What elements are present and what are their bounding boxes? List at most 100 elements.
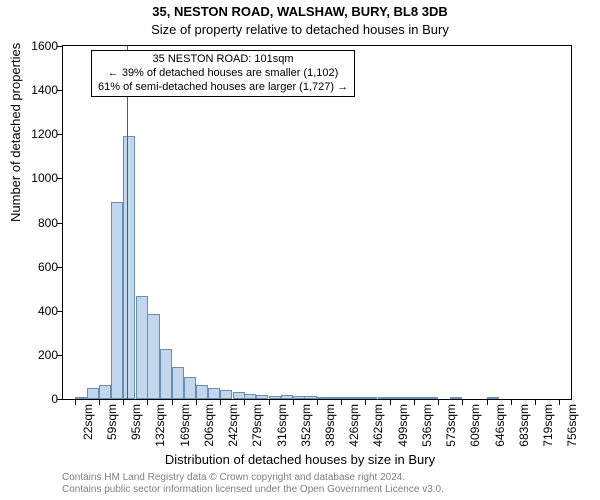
y-tick-label: 200 <box>8 348 58 362</box>
x-tick-label: 499sqm <box>396 404 410 454</box>
x-tick-label: 536sqm <box>420 404 434 454</box>
x-tick <box>535 400 536 405</box>
plot-area: 35 NESTON ROAD: 101sqm ← 39% of detached… <box>62 45 572 400</box>
x-tick-label: 22sqm <box>81 404 95 454</box>
histogram-bar <box>160 349 172 399</box>
histogram-bar <box>184 377 196 399</box>
y-tick-label: 1200 <box>8 127 58 141</box>
x-tick <box>511 400 512 405</box>
histogram-bar <box>99 385 111 399</box>
histogram-bar <box>147 314 159 399</box>
x-tick <box>293 400 294 405</box>
histogram-bar <box>304 396 316 399</box>
x-tick <box>172 400 173 405</box>
y-tick <box>57 311 62 312</box>
x-tick <box>123 400 124 405</box>
histogram-bar <box>256 395 268 399</box>
y-tick-label: 1600 <box>8 39 58 53</box>
histogram-bar <box>87 388 99 399</box>
x-tick-label: 95sqm <box>129 404 143 454</box>
annotation-line2: ← 39% of detached houses are smaller (1,… <box>98 67 348 81</box>
subject-marker-line <box>127 46 128 399</box>
x-tick <box>487 400 488 405</box>
histogram-bar <box>196 385 208 399</box>
histogram-bar <box>269 396 281 399</box>
y-tick <box>57 267 62 268</box>
x-tick <box>365 400 366 405</box>
y-tick <box>57 134 62 135</box>
x-tick-label: 59sqm <box>105 404 119 454</box>
x-tick-label: 169sqm <box>178 404 192 454</box>
y-tick <box>57 90 62 91</box>
x-tick <box>244 400 245 405</box>
x-tick-label: 352sqm <box>299 404 313 454</box>
histogram-bar <box>353 397 365 399</box>
histogram-bar <box>208 388 220 399</box>
chart-title-sub: Size of property relative to detached ho… <box>0 22 600 37</box>
y-tick <box>57 46 62 47</box>
x-tick <box>75 400 76 405</box>
x-tick-label: 719sqm <box>541 404 555 454</box>
histogram-bar <box>426 397 438 399</box>
histogram-bar <box>365 397 377 399</box>
x-tick-label: 132sqm <box>153 404 167 454</box>
y-tick <box>57 399 62 400</box>
x-tick-label: 756sqm <box>565 404 579 454</box>
y-tick-label: 400 <box>8 304 58 318</box>
y-tick-label: 800 <box>8 216 58 230</box>
x-tick <box>99 400 100 405</box>
x-tick-label: 242sqm <box>226 404 240 454</box>
x-tick <box>341 400 342 405</box>
footer-line1: Contains HM Land Registry data © Crown c… <box>62 472 405 483</box>
x-tick-label: 206sqm <box>202 404 216 454</box>
x-tick <box>269 400 270 405</box>
x-tick-label: 609sqm <box>468 404 482 454</box>
y-tick <box>57 178 62 179</box>
histogram-bar <box>172 367 184 399</box>
histogram-bar <box>111 202 123 399</box>
x-tick-label: 462sqm <box>371 404 385 454</box>
histogram-bar <box>450 397 462 399</box>
x-tick-label: 389sqm <box>323 404 337 454</box>
x-tick <box>196 400 197 405</box>
annotation-line1: 35 NESTON ROAD: 101sqm <box>98 53 348 67</box>
histogram-bar <box>414 397 426 399</box>
histogram-bar <box>281 395 293 399</box>
x-tick-label: 683sqm <box>517 404 531 454</box>
histogram-bar <box>487 397 499 399</box>
x-tick-label: 316sqm <box>275 404 289 454</box>
x-tick-label: 279sqm <box>250 404 264 454</box>
chart-title-main: 35, NESTON ROAD, WALSHAW, BURY, BL8 3DB <box>0 4 600 19</box>
y-tick-label: 1000 <box>8 171 58 185</box>
x-axis-label: Distribution of detached houses by size … <box>0 452 600 467</box>
x-tick-label: 573sqm <box>444 404 458 454</box>
annotation-line3: 61% of semi-detached houses are larger (… <box>98 81 348 95</box>
histogram-bar <box>136 296 148 399</box>
x-tick <box>414 400 415 405</box>
histogram-bar <box>341 397 353 399</box>
histogram-bar <box>390 397 402 399</box>
footer-line2: Contains public sector information licen… <box>62 484 444 495</box>
x-tick <box>220 400 221 405</box>
x-tick <box>559 400 560 405</box>
histogram-bar <box>293 396 305 399</box>
property-size-chart: 35, NESTON ROAD, WALSHAW, BURY, BL8 3DB … <box>0 0 600 500</box>
x-tick <box>462 400 463 405</box>
histogram-bar <box>244 394 256 399</box>
x-tick <box>438 400 439 405</box>
histogram-bar <box>123 136 135 399</box>
histogram-bar <box>220 390 232 399</box>
histogram-bar <box>329 397 341 399</box>
y-tick <box>57 355 62 356</box>
x-tick-label: 646sqm <box>493 404 507 454</box>
histogram-bar <box>401 397 413 399</box>
y-tick-label: 1400 <box>8 83 58 97</box>
y-tick-label: 600 <box>8 260 58 274</box>
histogram-bar <box>233 392 245 399</box>
histogram-bar <box>317 397 329 399</box>
annotation-box: 35 NESTON ROAD: 101sqm ← 39% of detached… <box>91 50 355 97</box>
x-tick <box>147 400 148 405</box>
histogram-bar <box>378 397 390 399</box>
x-tick <box>317 400 318 405</box>
y-tick <box>57 223 62 224</box>
